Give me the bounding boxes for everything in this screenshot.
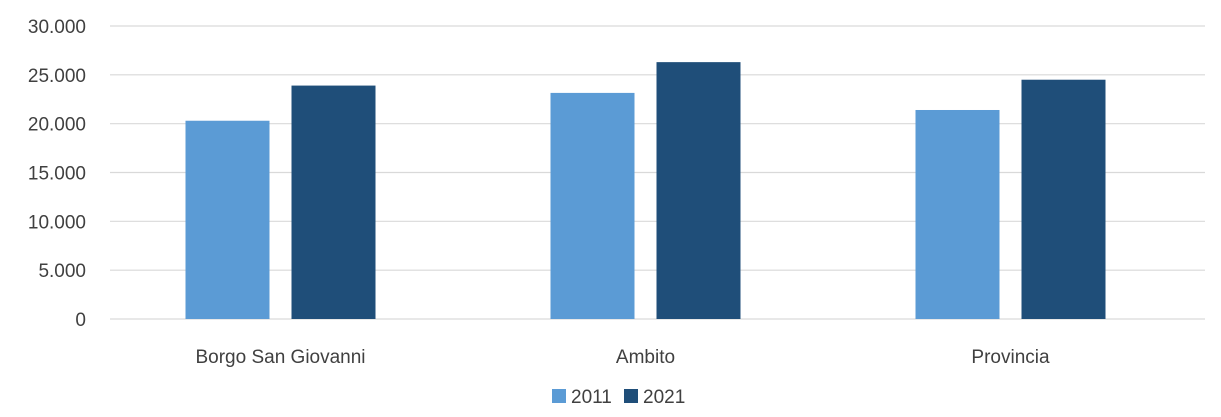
y-tick-label: 0 — [75, 310, 86, 331]
y-tick-label: 25.000 — [28, 66, 86, 87]
bar-2011-borgo-san-giovanni — [185, 120, 270, 319]
legend-swatch-2021 — [624, 389, 638, 403]
x-category-label: Provincia — [971, 347, 1050, 368]
x-category-label: Ambito — [616, 347, 675, 368]
legend-swatch-2011 — [552, 389, 566, 403]
bar-2021-borgo-san-giovanni — [291, 85, 376, 320]
legend-label-2021: 2021 — [643, 387, 685, 408]
y-tick-label: 20.000 — [28, 115, 86, 136]
x-axis-category-labels: Borgo San Giovanni Ambito Provincia — [195, 347, 1050, 368]
x-category-label: Borgo San Giovanni — [195, 347, 365, 368]
legend-label-2011: 2011 — [571, 387, 612, 408]
y-tick-label: 5.000 — [38, 261, 86, 282]
bar-2021-provincia — [1021, 79, 1106, 319]
bar-2011-provincia — [915, 109, 1000, 319]
y-tick-label: 30.000 — [28, 17, 86, 38]
y-tick-label: 10.000 — [28, 212, 86, 233]
y-tick-label: 15.000 — [28, 164, 86, 185]
bar-2021-ambito — [656, 62, 741, 320]
legend: 2011 2021 — [552, 387, 685, 408]
y-axis-tick-labels: 0 5.000 10.000 15.000 20.000 25.000 30.000 — [28, 17, 86, 331]
bars — [185, 62, 1106, 320]
bar-2011-ambito — [550, 92, 635, 319]
